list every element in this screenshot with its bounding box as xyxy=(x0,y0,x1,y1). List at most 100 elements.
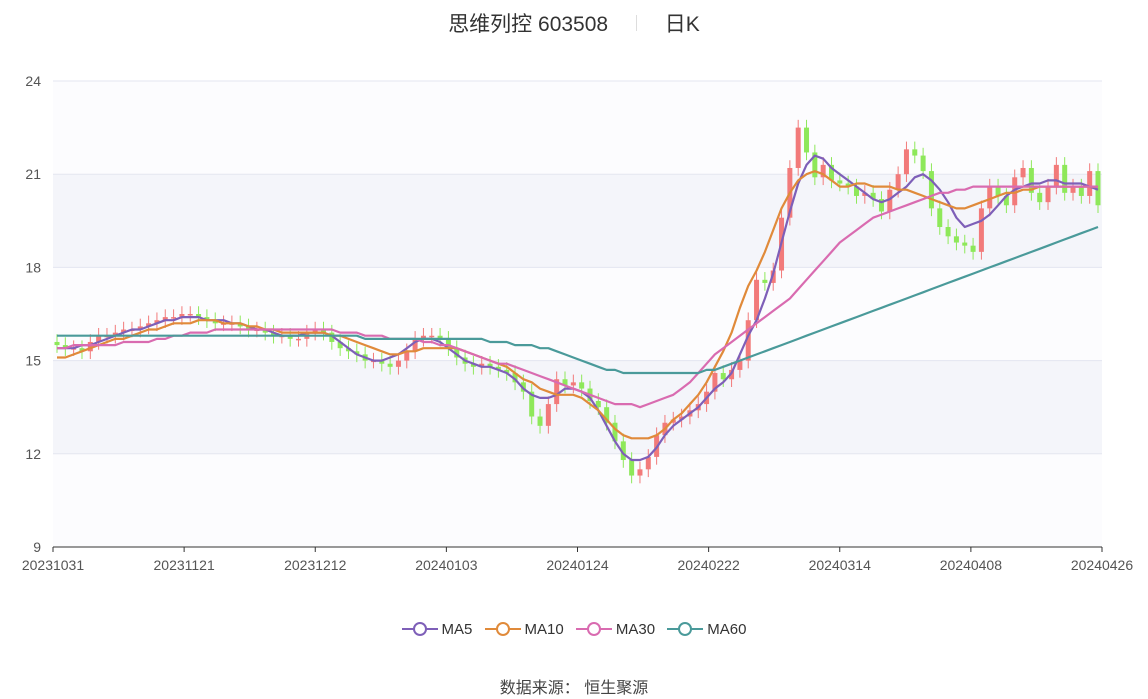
candle-body xyxy=(920,155,926,172)
candle-body xyxy=(829,164,835,181)
candle-body xyxy=(196,314,202,318)
candle-body xyxy=(420,335,426,339)
x-tick-label: 20231121 xyxy=(154,557,215,573)
candle-body xyxy=(179,314,185,318)
ma5-legend-icon xyxy=(401,622,438,637)
candle-body xyxy=(337,341,343,349)
candle-body xyxy=(1095,171,1101,206)
candle-body xyxy=(937,208,943,228)
candle-body xyxy=(171,317,177,319)
candle-body xyxy=(96,335,102,342)
candle-body xyxy=(604,407,610,423)
y-tick-label: 24 xyxy=(25,73,41,89)
grid-band xyxy=(53,360,1102,454)
grid-band xyxy=(53,174,1102,268)
candle-body xyxy=(1045,186,1051,203)
candle-body xyxy=(479,363,485,367)
legend-item-ma60[interactable]: MA60 xyxy=(667,620,746,638)
candle-body xyxy=(629,460,635,476)
candle-body xyxy=(970,245,976,252)
candle-body xyxy=(54,341,60,346)
grid-band xyxy=(53,453,1102,547)
series-line-ma60 xyxy=(57,225,1099,375)
candle-body xyxy=(903,149,909,175)
candle-body xyxy=(329,332,335,342)
data-source: 数据来源： 恒生聚源 xyxy=(499,680,649,697)
legend-item-ma5[interactable]: MA5 xyxy=(401,620,472,638)
ma30-legend-icon xyxy=(575,622,612,637)
candle-body xyxy=(162,317,168,321)
candle-body xyxy=(187,314,193,316)
candle-body xyxy=(620,441,626,461)
candle-body xyxy=(754,279,760,321)
candle-body xyxy=(978,208,984,252)
x-tick-label: 20231031 xyxy=(22,557,85,573)
candle-body xyxy=(1053,164,1059,187)
candle-body xyxy=(154,320,160,324)
series-line-ma10 xyxy=(57,170,1098,440)
candle-body xyxy=(412,338,418,352)
candle-body xyxy=(271,332,277,336)
candle-body xyxy=(637,469,643,476)
candle-body xyxy=(287,335,293,339)
stock-name: 思维列控 603508 xyxy=(448,13,609,36)
candle-body xyxy=(379,360,385,364)
candle-body xyxy=(820,164,826,178)
candle-body xyxy=(387,363,393,367)
x-tick-label: 20240426 xyxy=(1071,557,1134,573)
candle-body xyxy=(429,335,435,338)
candle-body xyxy=(853,186,859,196)
x-tick-label: 20240314 xyxy=(809,557,872,573)
grid-band xyxy=(53,81,1102,175)
candle-body xyxy=(470,363,476,367)
y-tick-label: 9 xyxy=(33,539,41,555)
legend: MA5 MA10 MA30 MA60 xyxy=(0,620,1148,638)
legend-label-ma60: MA60 xyxy=(707,620,747,638)
candle-body xyxy=(554,379,560,405)
legend-label-ma10: MA10 xyxy=(524,620,564,638)
candle-body xyxy=(712,373,718,392)
candle-body xyxy=(121,329,127,333)
candle-body xyxy=(595,400,601,408)
candle-body xyxy=(454,348,460,358)
title-divider xyxy=(635,15,637,31)
candle-body xyxy=(354,351,360,355)
period-label: 日K xyxy=(664,13,700,36)
candle-body xyxy=(512,373,518,383)
candle-body xyxy=(987,186,993,209)
candle-body xyxy=(1087,171,1093,196)
candle-body xyxy=(720,373,726,380)
candle-body xyxy=(887,189,893,212)
candle-body xyxy=(1012,177,1018,206)
candle-body xyxy=(87,341,93,352)
candle-body xyxy=(62,345,68,349)
candle-body xyxy=(237,323,243,327)
candle-body xyxy=(296,338,302,341)
candle-body xyxy=(953,236,959,243)
candle-body xyxy=(1020,167,1026,178)
ma10-legend-icon xyxy=(484,622,521,637)
candle-body xyxy=(487,363,493,367)
candle-body xyxy=(912,149,918,156)
ma60-legend-icon xyxy=(667,622,704,637)
candle-body xyxy=(679,416,685,420)
candle-body xyxy=(878,199,884,212)
x-tick-label: 20231212 xyxy=(284,557,347,573)
candle-body xyxy=(762,279,768,283)
legend-item-ma30[interactable]: MA30 xyxy=(575,620,655,638)
candle-body xyxy=(1037,192,1043,203)
candle-body xyxy=(745,320,751,361)
candle-body xyxy=(262,329,268,333)
x-tick-label: 20240408 xyxy=(940,557,1003,573)
candle-body xyxy=(795,127,801,168)
legend-item-ma10[interactable]: MA10 xyxy=(484,620,564,638)
candle-body xyxy=(1003,195,1009,206)
chart-title: 思维列控 603508 日K xyxy=(0,8,1148,38)
candle-body xyxy=(845,183,851,187)
candle-body xyxy=(1070,186,1076,193)
x-tick-label: 20240103 xyxy=(415,557,478,573)
candle-body xyxy=(562,379,568,386)
candle-body xyxy=(895,174,901,190)
candle-body xyxy=(812,152,818,178)
candle-body xyxy=(504,369,510,374)
